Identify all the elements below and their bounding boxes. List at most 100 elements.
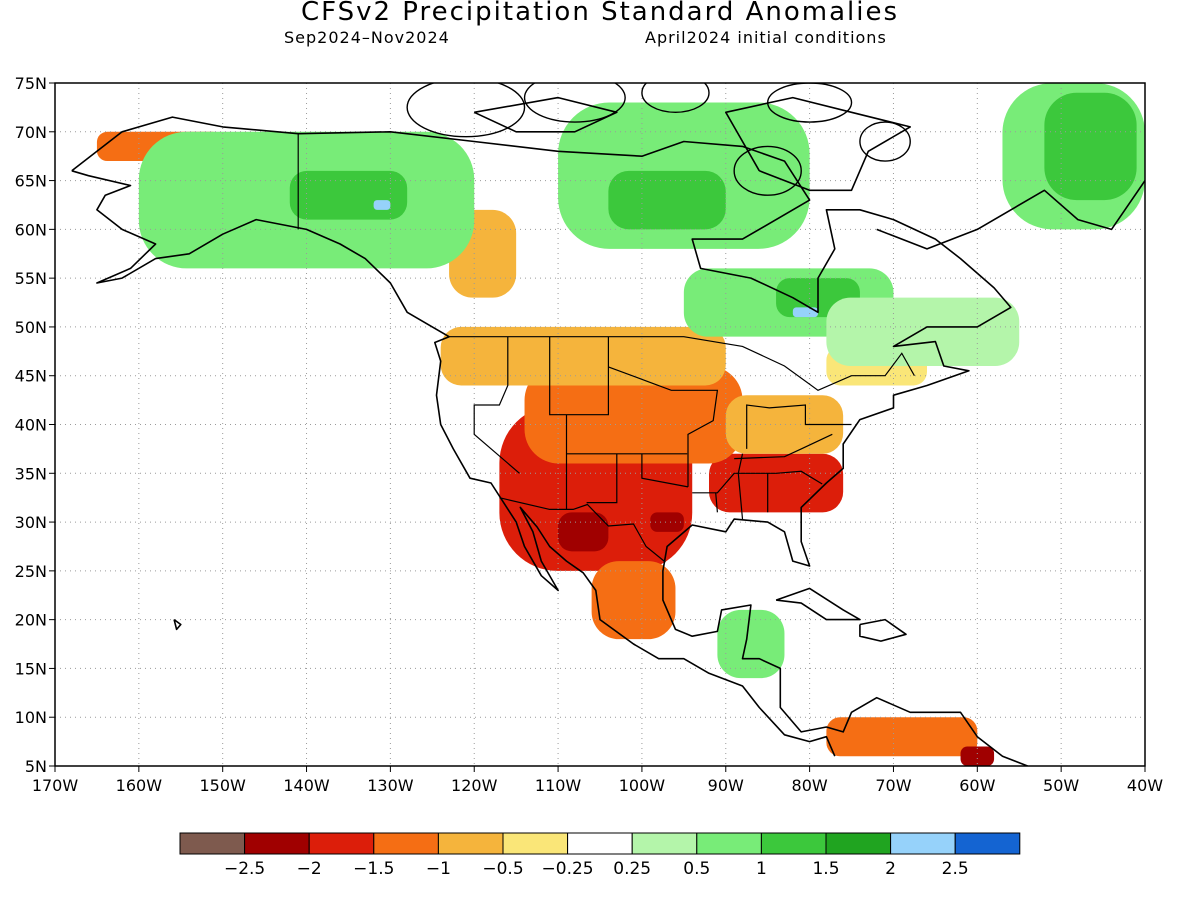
lat-tick-label: 5N bbox=[25, 757, 47, 776]
coastline bbox=[859, 618, 907, 642]
coastline bbox=[71, 170, 836, 757]
forecast-period: Sep2024–Nov2024 bbox=[284, 28, 450, 47]
colorbar-swatch bbox=[373, 832, 439, 855]
colorbar-swatch bbox=[760, 832, 827, 855]
lon-tick-label: 50W bbox=[1043, 776, 1079, 795]
colorbar-swatch bbox=[696, 832, 762, 855]
lon-tick-label: 140W bbox=[283, 776, 330, 795]
lat-tick-label: 20N bbox=[15, 611, 47, 630]
border-line bbox=[641, 453, 689, 488]
lat-tick-label: 75N bbox=[15, 74, 47, 93]
colorbar-label: −0.25 bbox=[542, 859, 594, 879]
border-line bbox=[499, 497, 666, 563]
anomaly-region bbox=[725, 395, 844, 454]
anomaly-region bbox=[717, 609, 785, 679]
colorbar-label: −1.5 bbox=[353, 859, 394, 879]
lat-tick-label: 25N bbox=[15, 562, 47, 581]
anomaly-region bbox=[960, 746, 995, 766]
initial-conditions: April2024 initial conditions bbox=[645, 28, 887, 47]
border-line bbox=[734, 433, 833, 460]
colorbar-label: −1 bbox=[426, 859, 451, 879]
lat-tick-label: 70N bbox=[15, 123, 47, 142]
lat-tick-label: 50N bbox=[15, 318, 47, 337]
anomaly-region bbox=[591, 561, 676, 640]
anomaly-region bbox=[440, 326, 726, 386]
lon-tick-label: 40W bbox=[1127, 776, 1163, 795]
anomaly-region bbox=[608, 170, 726, 230]
lon-tick-label: 120W bbox=[451, 776, 498, 795]
colorbar-label: 2.5 bbox=[942, 859, 969, 879]
anomaly-region bbox=[373, 200, 391, 210]
border-line bbox=[746, 404, 852, 449]
lat-tick-label: 60N bbox=[15, 220, 47, 239]
border-line bbox=[737, 453, 744, 520]
political-borders bbox=[297, 133, 915, 563]
lat-tick-label: 65N bbox=[15, 172, 47, 191]
anomaly-region bbox=[826, 297, 1020, 366]
colorbar-label: 0.5 bbox=[683, 859, 710, 879]
colorbar-swatch bbox=[502, 832, 569, 855]
lon-tick-label: 150W bbox=[200, 776, 247, 795]
colorbar-label: −2.5 bbox=[224, 859, 265, 879]
lon-tick-label: 60W bbox=[959, 776, 995, 795]
anomaly-region bbox=[650, 512, 684, 532]
anomaly-region bbox=[709, 453, 844, 513]
lat-tick-label: 35N bbox=[15, 464, 47, 483]
coastline bbox=[876, 180, 1145, 250]
coastline bbox=[473, 96, 618, 133]
border-line bbox=[449, 336, 915, 391]
colorbar: −2.5 −2 −1.5 −1 −0.5 −0.25 0.25 0.5 1 1.5 2 2.5 bbox=[179, 832, 1021, 879]
island-outline bbox=[733, 145, 802, 196]
coastline bbox=[173, 618, 182, 631]
map-title: CFSv2 Precipitation Standard Anomalies bbox=[300, 0, 900, 27]
lat-tick-label: 10N bbox=[15, 708, 47, 727]
lat-tick-label: 15N bbox=[15, 659, 47, 678]
colorbar-swatch bbox=[890, 832, 956, 855]
lon-tick-label: 90W bbox=[708, 776, 744, 795]
anomaly-region bbox=[792, 307, 818, 318]
colorbar-swatch bbox=[954, 832, 1021, 855]
coastline bbox=[71, 116, 1028, 766]
island-outline bbox=[767, 83, 853, 123]
lon-tick-label: 170W bbox=[32, 776, 79, 795]
lon-tick-label: 160W bbox=[116, 776, 163, 795]
lon-tick-label: 110W bbox=[535, 776, 582, 795]
coastlines bbox=[71, 83, 1145, 766]
island-outline bbox=[859, 121, 911, 162]
border-line bbox=[549, 336, 609, 416]
colorbar-swatch bbox=[244, 832, 310, 855]
colorbar-swatch bbox=[825, 832, 892, 855]
lat-tick-label: 45N bbox=[15, 367, 47, 386]
colorbar-label: −0.5 bbox=[482, 859, 523, 879]
border-line bbox=[715, 492, 718, 513]
colorbar-label: 0.25 bbox=[613, 859, 651, 879]
colorbar-swatch bbox=[179, 832, 246, 855]
colorbar-label: 1 bbox=[756, 859, 767, 879]
coastline bbox=[725, 96, 911, 192]
axis-ticks: 170W 160W 150W 140W 130W 120W 110W 100W 90W 80W 70… bbox=[15, 74, 1164, 795]
lat-tick-label: 30N bbox=[15, 513, 47, 532]
lon-tick-label: 70W bbox=[875, 776, 911, 795]
island-outline bbox=[641, 83, 710, 113]
lat-tick-label: 40N bbox=[15, 416, 47, 435]
lon-tick-label: 130W bbox=[367, 776, 414, 795]
colorbar-swatch bbox=[308, 832, 375, 855]
coastline bbox=[775, 587, 861, 621]
colorbar-label: −2 bbox=[297, 859, 322, 879]
island-outline bbox=[523, 83, 626, 123]
island-outline bbox=[406, 83, 526, 138]
anomaly-region bbox=[826, 717, 978, 757]
border-line bbox=[692, 470, 823, 494]
anomaly-region bbox=[1044, 92, 1137, 201]
border-line bbox=[586, 453, 618, 504]
colorbar-swatch bbox=[437, 832, 504, 855]
colorbar-label: 1.5 bbox=[812, 859, 839, 879]
colorbar-label: 2 bbox=[885, 859, 896, 879]
lon-tick-label: 100W bbox=[619, 776, 666, 795]
border-line bbox=[608, 366, 719, 487]
lon-tick-label: 80W bbox=[792, 776, 828, 795]
colorbar-swatch bbox=[567, 832, 633, 855]
colorbar-swatch bbox=[631, 832, 698, 855]
anomaly-region bbox=[289, 170, 408, 220]
